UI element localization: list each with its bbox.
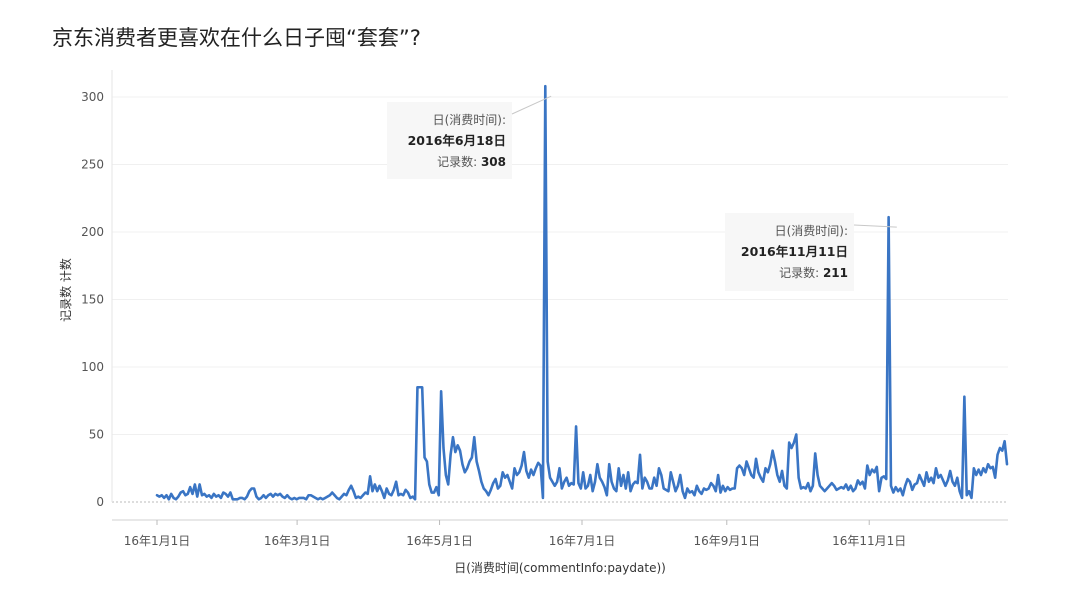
y-tick-label: 200 bbox=[81, 225, 104, 239]
y-axis-title: 记录数 计数 bbox=[58, 258, 73, 322]
x-axis: 16年1月1日 16年3月1日 16年5月1日 16年7月1日 16年9月1日 16年11… bbox=[112, 519, 1008, 548]
chart-title: 京东消费者更喜欢在什么日子囤“套套”? bbox=[52, 26, 421, 50]
x-axis-title: 日(消费时间(commentInfo:paydate)) bbox=[454, 561, 666, 575]
annotation-leader bbox=[511, 95, 552, 115]
annotation-leader bbox=[853, 224, 897, 228]
gridlines bbox=[111, 70, 1008, 503]
annotation-count-label: 记录数: bbox=[437, 154, 481, 169]
annotation-count-label: 记录数: bbox=[779, 265, 823, 280]
annotation-label: 日(消费时间): bbox=[775, 224, 848, 238]
annotation-count: 记录数: 308 bbox=[437, 154, 506, 169]
y-axis-ticks: 0 50 100 150 200 250 300 bbox=[81, 90, 104, 509]
y-tick-label: 0 bbox=[96, 495, 104, 509]
annotation-box bbox=[387, 102, 512, 179]
x-tick-label: 16年9月1日 bbox=[694, 534, 761, 548]
x-tick-label: 16年11月1日 bbox=[832, 534, 906, 548]
annotation-date: 2016年11月11日 bbox=[741, 244, 848, 259]
y-tick-label: 300 bbox=[81, 90, 104, 104]
x-tick-label: 16年3月1日 bbox=[264, 534, 331, 548]
x-tick-label: 16年5月1日 bbox=[406, 534, 473, 548]
y-tick-label: 100 bbox=[81, 360, 104, 374]
annotation-date: 2016年6月18日 bbox=[408, 133, 506, 148]
y-tick-label: 150 bbox=[81, 293, 104, 307]
y-tick-label: 250 bbox=[81, 158, 104, 172]
x-tick-label: 16年1月1日 bbox=[124, 534, 191, 548]
series-group bbox=[155, 84, 1009, 501]
annotation-count: 记录数: 211 bbox=[779, 265, 848, 280]
x-tick-label: 16年7月1日 bbox=[549, 534, 616, 548]
y-tick-label: 50 bbox=[89, 428, 104, 442]
annotation-count-value: 308 bbox=[481, 155, 506, 169]
annotation-box bbox=[725, 213, 854, 291]
annotation-count-value: 211 bbox=[823, 266, 848, 280]
annotation-label: 日(消费时间): bbox=[433, 113, 506, 127]
series-line bbox=[155, 84, 1009, 501]
